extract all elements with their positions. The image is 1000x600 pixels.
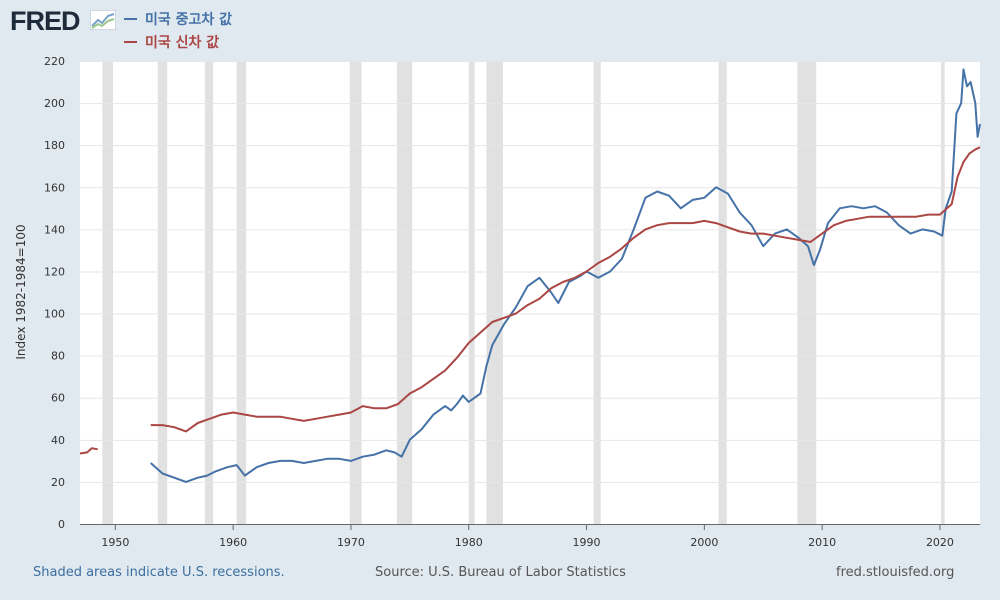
y-tick-label: 200: [44, 97, 65, 110]
y-tick-label: 120: [44, 265, 65, 278]
fred-logo[interactable]: FRED: [10, 6, 80, 36]
fred-logo-icon: [90, 10, 116, 30]
recession-band: [204, 61, 214, 524]
recession-band: [718, 61, 727, 524]
x-tick-label: 1960: [219, 536, 247, 549]
y-tick-label: 80: [51, 350, 65, 363]
y-axis-ticks: 0 20 40 60 80 100 120 140 160 180 200 220: [44, 55, 65, 531]
y-tick-label: 20: [51, 476, 65, 489]
recession-band: [157, 61, 168, 524]
x-tick-label: 1980: [455, 536, 483, 549]
recession-band: [797, 61, 817, 524]
legend-label-used-cars: 미국 중고차 값: [145, 12, 233, 28]
y-tick-label: 60: [51, 392, 65, 405]
legend-item-used-cars[interactable]: 미국 중고차 값: [124, 9, 232, 29]
recession-band: [396, 61, 413, 524]
y-tick-label: 100: [44, 308, 65, 321]
x-tick-label: 2010: [808, 536, 836, 549]
site-link[interactable]: fred.stlouisfed.org: [836, 565, 955, 580]
series-lines: [79, 68, 981, 483]
x-tick-label: 1990: [573, 536, 601, 549]
recession-band: [468, 61, 475, 524]
gridlines: [80, 61, 980, 483]
x-tick-label: 1970: [337, 536, 365, 549]
series-line-1: [79, 146, 981, 455]
chart-header: FRED 미국 중고차 값 미국 신차 값: [0, 0, 1000, 58]
y-tick-label: 140: [44, 223, 65, 236]
recession-shading: [102, 61, 945, 524]
recession-band: [102, 61, 113, 524]
legend-label-new-cars: 미국 신차 값: [145, 35, 220, 51]
x-axis-ticks: 1950 1960 1970 1980 1990 2000 2010 2020: [101, 524, 954, 549]
y-axis-label: Index 1982-1984=100: [14, 224, 28, 359]
y-tick-label: 160: [44, 181, 65, 194]
y-tick-label: 40: [51, 434, 65, 447]
recession-band: [236, 61, 247, 524]
x-tick-label: 2000: [690, 536, 718, 549]
legend-swatch-new-cars: [124, 41, 137, 43]
recession-band: [593, 61, 601, 524]
y-tick-label: 220: [44, 55, 65, 68]
y-tick-label: 0: [58, 518, 65, 531]
plot-background: [80, 61, 980, 524]
x-tick-label: 2020: [926, 536, 954, 549]
legend-swatch-used-cars: [124, 18, 137, 20]
legend-item-new-cars[interactable]: 미국 신차 값: [124, 32, 219, 52]
recession-band: [486, 61, 503, 524]
source-text: Source: U.S. Bureau of Labor Statistics: [375, 565, 626, 580]
recession-band: [941, 61, 945, 524]
recession-band: [349, 61, 362, 524]
recession-note-link[interactable]: Shaded areas indicate U.S. recessions.: [33, 565, 285, 580]
x-tick-label: 1950: [101, 536, 129, 549]
y-tick-label: 180: [44, 139, 65, 152]
